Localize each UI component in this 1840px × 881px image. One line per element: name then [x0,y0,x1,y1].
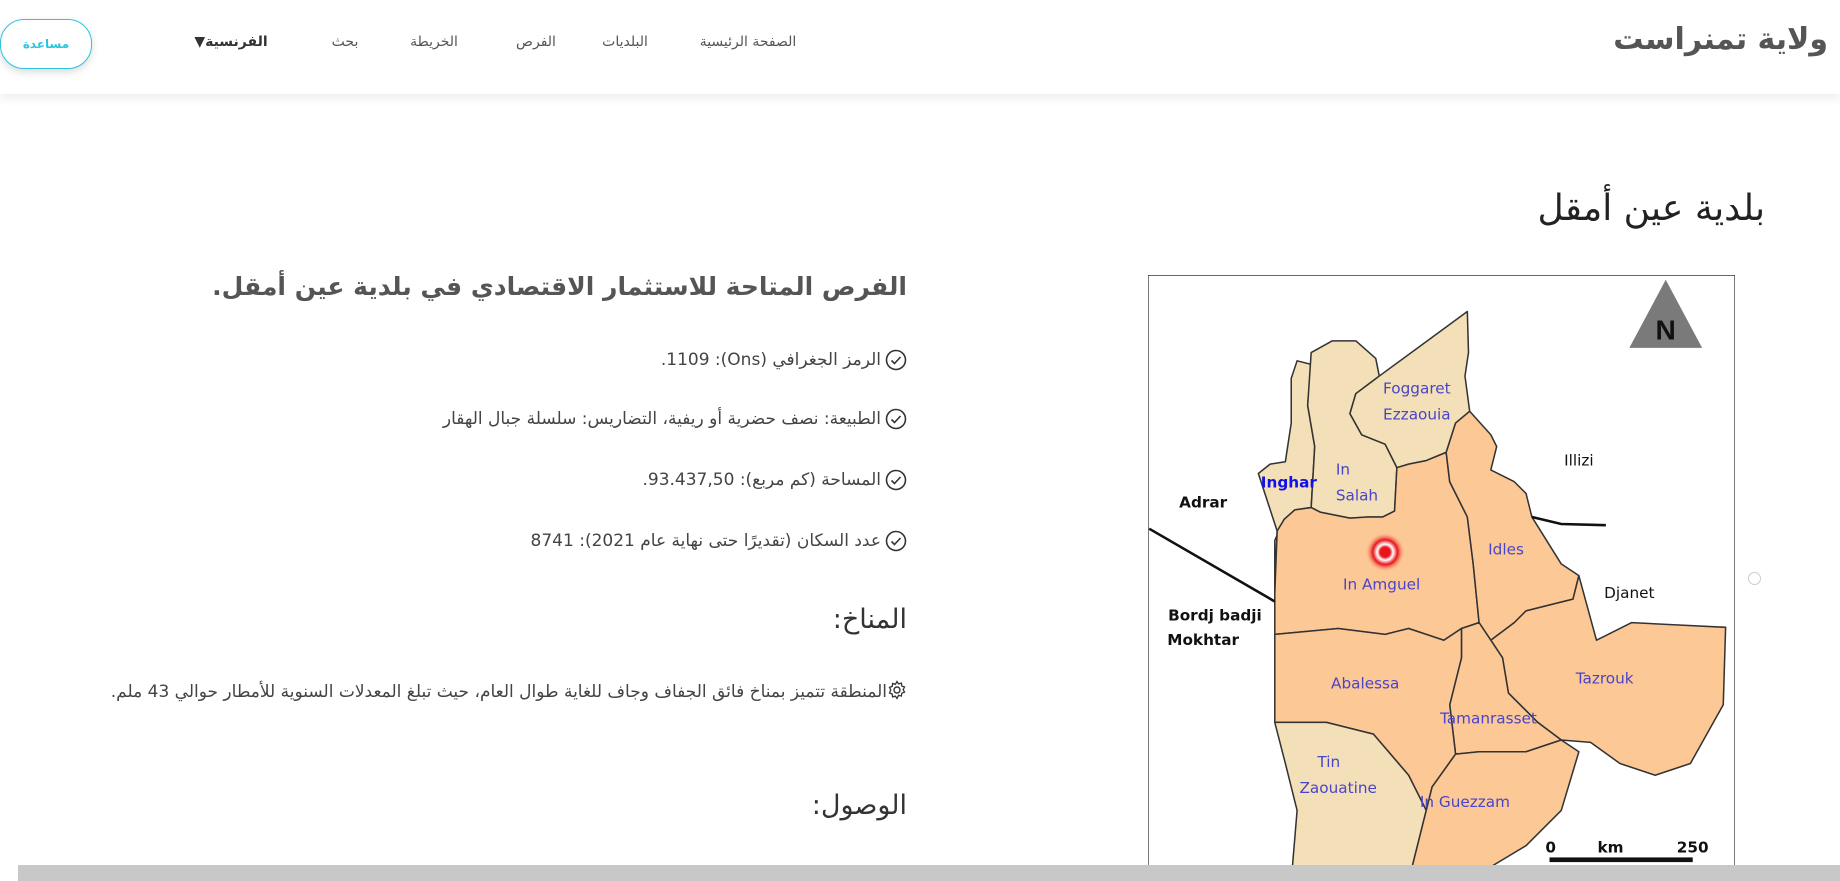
north-label: N [1656,314,1676,346]
check-circle-icon [885,349,907,371]
climate-heading: المناخ: [832,604,907,635]
label-bordj-1: Bordj badji [1168,606,1262,624]
top-navbar: ولاية تمنراست الصفحة الرئيسية البلديات ا… [0,0,1840,94]
scale-start: 0 [1545,839,1556,857]
label-bordj-2: Mokhtar [1167,631,1239,649]
fact-item: الطبيعة: نصف حضرية أو ريفية، التضاريس: س… [443,408,907,430]
nav-map[interactable]: الخريطة [410,34,458,50]
nav-search[interactable]: بحث [331,34,359,50]
scale-end: 250 [1677,839,1709,857]
fact-text: الطبيعة: نصف حضرية أو ريفية، التضاريس: س… [442,409,881,429]
gear-icon [888,680,906,700]
fact-text: الرمز الجغرافي (Ons): 1109. [660,350,881,370]
help-button[interactable]: مساعدة [0,19,92,69]
region-in-guezzam [1407,739,1580,881]
border-illizi [1531,515,1606,527]
fact-text: عدد السكان (تقديرًا حتى نهاية عام 2021):… [530,531,881,551]
label-idles: Idles [1488,541,1524,559]
access-heading: الوصول: [811,790,907,821]
nav-home[interactable]: الصفحة الرئيسية [699,34,797,50]
label-tazrouk: Tazrouk [1575,670,1634,688]
scale-unit: km [1598,839,1624,857]
site-brand[interactable]: ولاية تمنراست [1613,22,1828,57]
label-in-salah-1: In [1336,461,1350,479]
climate-paragraph: المنطقة تتميز بمناخ فائق الجفاف وجاف للغ… [97,670,907,715]
opportunities-heading: الفرص المتاحة للاستثمار الاقتصادي في بلد… [212,272,907,301]
north-arrow-icon [1629,279,1703,348]
municipality-map: N Foggaret Ezzaouia Inghar In Salah In A… [1148,275,1735,881]
check-circle-icon [885,408,907,430]
label-tamanrasset: Tamanrasset [1439,710,1537,728]
label-tin: Tin [1316,753,1340,771]
check-circle-icon [885,530,907,552]
check-circle-icon [885,469,907,491]
label-djanet: Djanet [1604,584,1654,602]
page-title: بلدية عين أمقل [1537,188,1765,229]
border-adrar [1148,527,1276,603]
carousel-indicator[interactable] [1748,572,1761,585]
label-in-salah-2: Salah [1336,487,1378,505]
nav-municipalities[interactable]: البلديات [602,34,648,50]
label-adrar: Adrar [1179,494,1228,512]
climate-text: المنطقة تتميز بمناخ فائق الجفاف وجاف للغ… [110,682,887,702]
label-illizi: Illizi [1564,451,1593,469]
fact-item: عدد السكان (تقديرًا حتى نهاية عام 2021):… [531,530,907,552]
label-in-amguel: In Amguel [1343,576,1420,594]
horizontal-scrollbar[interactable] [18,865,1840,881]
label-foggaret: Foggaret [1383,380,1451,398]
fact-item: المساحة (كم مربع): 93.437,50. [642,469,907,491]
label-inghar: Inghar [1261,474,1318,492]
label-zaouatine: Zaouatine [1299,779,1376,797]
label-abalessa: Abalessa [1331,674,1399,692]
fact-text: المساحة (كم مربع): 93.437,50. [642,470,881,490]
label-ezzaouia: Ezzaouia [1383,406,1451,424]
fact-item: الرمز الجغرافي (Ons): 1109. [661,349,907,371]
nav-opportunities[interactable]: الفرص [516,34,556,50]
scale-bar [1549,857,1693,863]
label-in-guezzam: In Guezzam [1420,793,1510,811]
language-dropdown[interactable]: الفرنسية▼ [194,34,268,50]
location-marker-icon [1365,532,1406,573]
